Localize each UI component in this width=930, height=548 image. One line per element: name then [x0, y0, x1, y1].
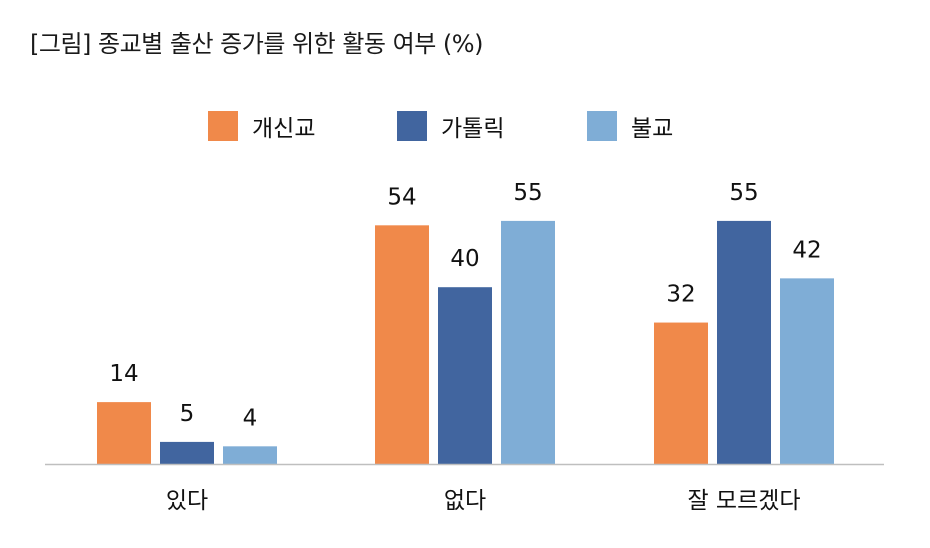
bar-protestant-no [375, 225, 429, 464]
x-tick-label-unsure: 잘 모르겠다 [687, 488, 800, 514]
bar-catholic-yes [160, 441, 214, 464]
data-label-buddhist-no: 55 [513, 180, 542, 206]
bar-buddhist-unsure [780, 278, 834, 464]
data-label-catholic-no: 40 [450, 246, 479, 272]
data-label-buddhist-yes: 4 [243, 405, 258, 431]
data-label-catholic-unsure: 55 [729, 180, 758, 206]
data-label-protestant-unsure: 32 [666, 282, 695, 308]
bar-catholic-unsure [717, 220, 771, 464]
bar-catholic-no [438, 287, 492, 464]
x-tick-label-yes: 있다 [166, 488, 208, 514]
bar-protestant-unsure [654, 322, 708, 464]
chart-title: [그림] 종교별 출산 증가를 위한 활동 여부 (%) [30, 30, 483, 58]
data-label-protestant-yes: 14 [109, 361, 138, 387]
data-label-buddhist-unsure: 42 [792, 237, 821, 263]
bar-protestant-yes [97, 402, 151, 464]
data-label-protestant-no: 54 [387, 184, 416, 210]
bar-buddhist-no [501, 220, 555, 464]
data-label-catholic-yes: 5 [180, 401, 195, 427]
x-tick-label-no: 없다 [444, 488, 486, 514]
bar-buddhist-yes [223, 446, 277, 464]
